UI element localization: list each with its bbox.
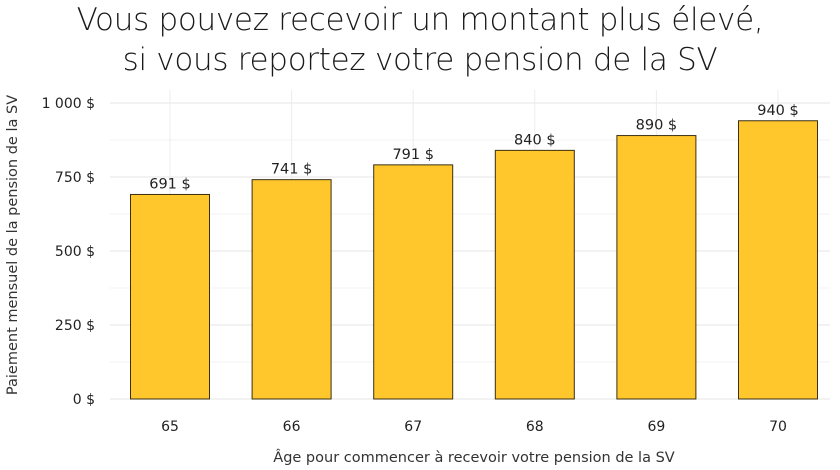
x-tick-label: 68	[526, 419, 544, 435]
x-axis-title: Âge pour commencer à recevoir votre pens…	[273, 448, 675, 466]
x-tick-label: 67	[404, 419, 422, 435]
gridlines	[110, 90, 830, 400]
bar-age-70	[738, 120, 818, 400]
y-tick-label: 1 000 $	[42, 96, 95, 112]
data-label: 791 $	[392, 147, 434, 163]
bar-age-65	[130, 193, 210, 400]
bar-age-69	[616, 135, 697, 400]
x-axis-ticks: 65 66 67 68 69 70	[161, 419, 787, 435]
y-axis-title: Paiement mensuel de la pension de la SV	[5, 95, 21, 395]
bars	[130, 120, 818, 400]
data-label: 840 $	[514, 132, 556, 148]
data-label: 940 $	[757, 103, 799, 119]
data-label: 691 $	[149, 176, 191, 192]
bar-age-66	[251, 179, 332, 400]
chart-title-line-1: Vous pouvez recevoir un montant plus éle…	[76, 2, 764, 38]
y-tick-label: 750 $	[55, 170, 95, 186]
chart-title-line-2: si vous reportez votre pension de la SV	[122, 42, 718, 78]
x-tick-label: 69	[647, 419, 665, 435]
x-tick-label: 66	[283, 419, 301, 435]
bar-age-67	[373, 164, 454, 400]
x-tick-label: 70	[769, 419, 787, 435]
y-tick-label: 250 $	[55, 318, 95, 334]
y-tick-label: 500 $	[55, 244, 95, 260]
data-labels: 691 $ 741 $ 791 $ 840 $ 890 $ 940 $	[149, 103, 799, 193]
data-label: 890 $	[636, 118, 678, 134]
data-label: 741 $	[271, 162, 313, 178]
y-tick-label: 0 $	[73, 392, 95, 408]
bar-age-68	[494, 149, 575, 400]
y-axis-ticks: 0 $ 250 $ 500 $ 750 $ 1 000 $	[42, 96, 95, 408]
x-tick-label: 65	[161, 419, 179, 435]
